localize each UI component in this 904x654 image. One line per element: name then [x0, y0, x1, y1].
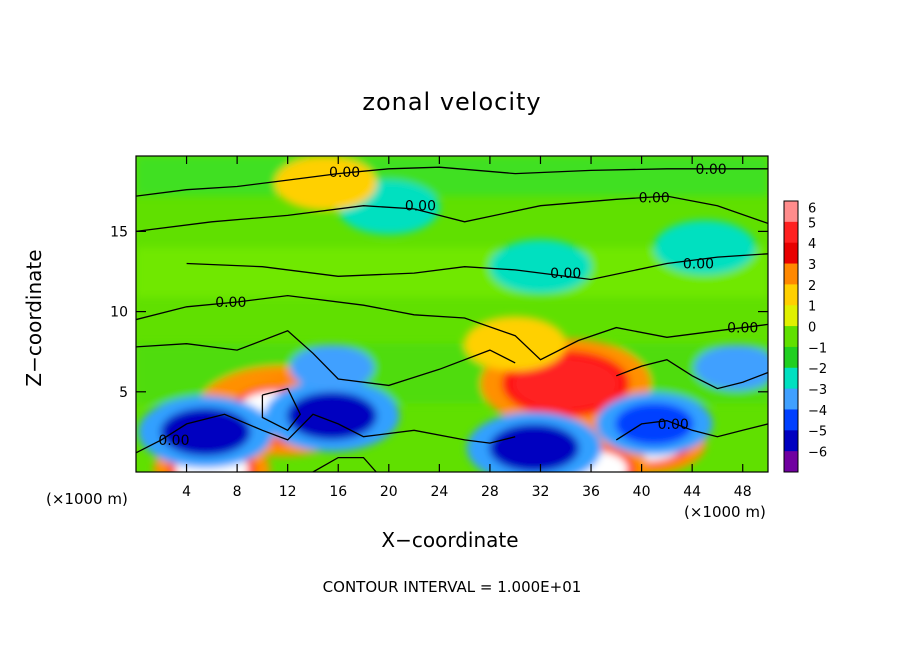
contour-label-0: 0.00	[329, 165, 360, 181]
contour-label-4: 0.00	[550, 266, 581, 282]
colorbar-label-6: 0	[808, 321, 816, 336]
zero-contour-5	[136, 413, 516, 454]
contour-label-9: 0.00	[658, 417, 689, 433]
colorbar: 65 4 3 2 1 0 −1 −2 −3 −4 −5 −6	[783, 200, 827, 473]
field-feature-7	[160, 407, 251, 456]
x-tick-label-4: 20	[380, 484, 398, 500]
x-tick-label-10: 44	[683, 484, 701, 500]
x-tick-label-2: 12	[279, 484, 297, 500]
colorbar-swatch-2	[784, 242, 798, 265]
plot-frame	[135, 155, 769, 473]
velocity-field	[136, 156, 768, 472]
contour-label-1: 0.00	[405, 199, 436, 215]
plot-area: 0.00 0.00 0.00 0.00 0.00 0.00 0.00 0.00 0.00 0.00	[135, 155, 769, 473]
colorbar-label-11: −5	[808, 425, 827, 440]
colorbar-swatch-0	[784, 201, 798, 223]
contour-label-8: 0.00	[158, 433, 189, 449]
field-feature-13	[489, 239, 592, 294]
x-tick-label-11: 48	[734, 484, 752, 500]
colorbar-swatch-7	[784, 346, 798, 369]
colorbar-label-8: −2	[808, 362, 827, 377]
colorbar-label-3: 3	[808, 258, 816, 273]
x-tick-label-0: 4	[182, 484, 191, 500]
x-tick-label-3: 16	[329, 484, 347, 500]
field-feature-12	[289, 345, 374, 391]
colorbar-swatch-11	[784, 430, 798, 452]
field-band-top	[136, 156, 768, 196]
x-unit-left: (×1000 m)	[46, 490, 128, 508]
contour-labels: 0.00 0.00 0.00 0.00 0.00 0.00 0.00 0.00 0.00 0.00	[158, 162, 758, 449]
contour-label-5: 0.00	[683, 256, 714, 272]
zero-contour-2	[186, 253, 768, 281]
colorbar-label-12: −6	[808, 446, 827, 461]
x-tick-label-1: 8	[233, 484, 242, 500]
field-feature-15	[653, 220, 756, 275]
contour-label-6: 0.00	[215, 295, 246, 311]
x-axis-label: X−coordinate	[381, 528, 519, 552]
field-feature-1	[512, 357, 619, 411]
y-tick-label-0: 5	[119, 385, 128, 401]
zero-contour-4	[136, 330, 516, 387]
colorbar-label-4: 2	[808, 279, 816, 294]
zero-contour-6	[615, 420, 768, 441]
zero-contour-3	[136, 294, 768, 361]
colorbar-swatch-6	[784, 326, 798, 348]
colorbar-label-1: 5	[808, 216, 816, 231]
contour-label-7: 0.00	[727, 321, 758, 337]
x-tick-label-5: 24	[430, 484, 448, 500]
colorbar-label-10: −4	[808, 404, 827, 419]
zero-contour-1	[136, 195, 768, 233]
x-tick-label-7: 32	[532, 484, 550, 500]
colorbar-label-7: −1	[808, 341, 827, 356]
zero-contour-0	[136, 166, 768, 197]
colorbar-swatch-8	[784, 367, 798, 390]
colorbar-swatch-12	[784, 451, 798, 473]
field-feature-16	[464, 316, 567, 371]
x-tick-label-6: 28	[481, 484, 499, 500]
colorbar-swatch-10	[784, 409, 798, 431]
colorbar-label-9: −3	[808, 383, 827, 398]
colorbar-swatch-9	[784, 388, 798, 410]
contour-label-2: 0.00	[639, 191, 670, 207]
colorbar-label-2: 4	[808, 237, 816, 252]
zero-contour-8	[312, 456, 377, 472]
field-feature-17	[274, 156, 377, 211]
contour-label-3: 0.00	[696, 162, 727, 178]
field-feature-8	[286, 391, 377, 440]
field-feature-9	[489, 423, 580, 472]
x-tick-label-9: 40	[633, 484, 651, 500]
x-unit-right: (×1000 m)	[684, 503, 766, 521]
colorbar-label-0: 6	[808, 201, 816, 216]
colorbar-frame	[783, 200, 799, 473]
y-tick-label-2: 15	[110, 224, 128, 240]
zero-contours	[136, 166, 768, 472]
colorbar-swatch-1	[784, 221, 798, 244]
colorbar-swatch-4	[784, 284, 798, 306]
contour-interval-note: CONTOUR INTERVAL = 1.000E+01	[322, 578, 582, 596]
colorbar-label-5: 1	[808, 300, 816, 315]
chart-title: zonal velocity	[362, 88, 542, 116]
colorbar-swatch-5	[784, 305, 798, 327]
y-tick-label-1: 10	[110, 305, 128, 321]
zero-contour-9	[616, 359, 768, 390]
zero-contour-7	[261, 387, 302, 432]
colorbar-swatch-3	[784, 263, 798, 285]
field-feature-10	[615, 403, 694, 445]
x-tick-label-8: 36	[582, 484, 600, 500]
